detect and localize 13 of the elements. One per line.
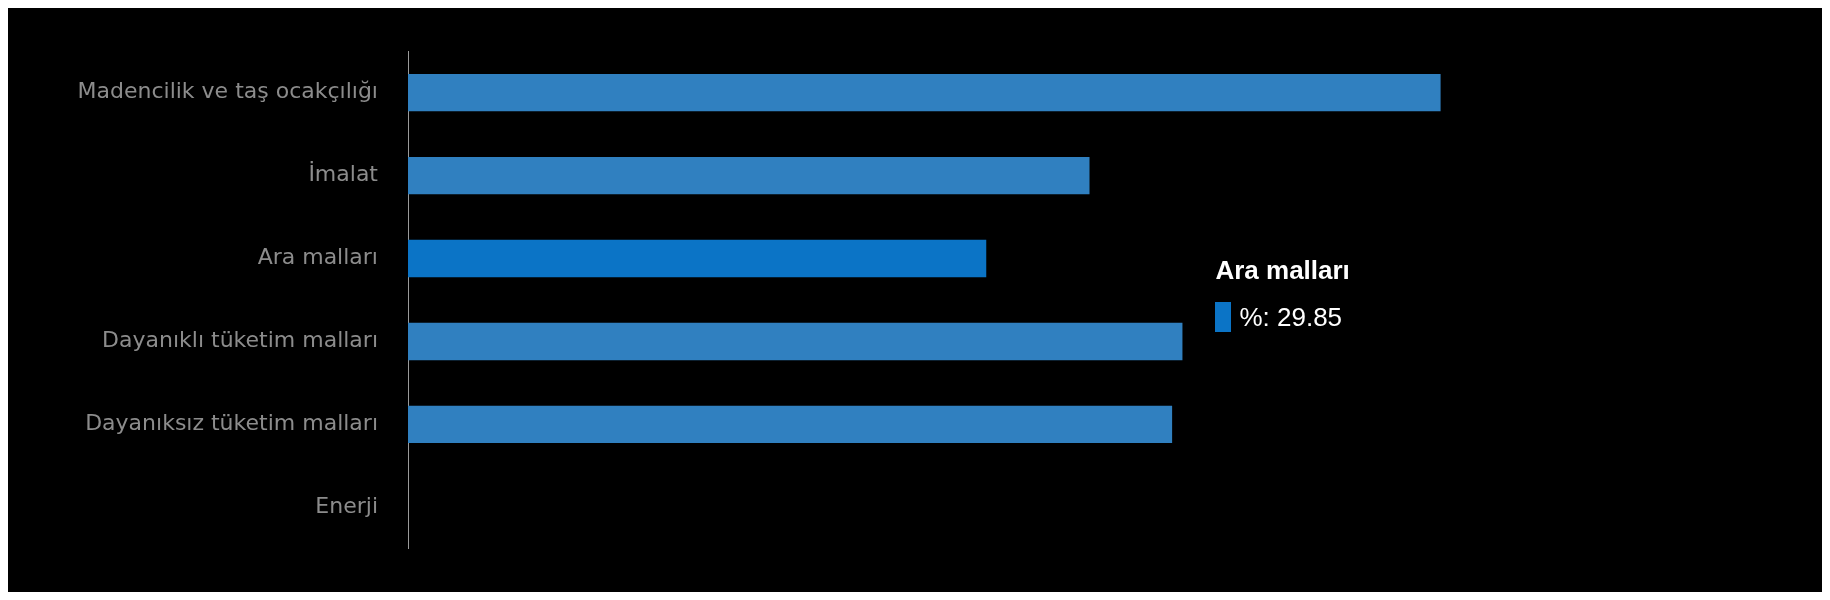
bar — [408, 405, 1173, 444]
bar — [408, 156, 1090, 195]
bar — [408, 322, 1183, 361]
bar — [408, 239, 987, 278]
y-tick-label: Dayanıklı tüketim malları — [102, 327, 378, 353]
annotation: Ara malları — [1215, 254, 1350, 286]
y-tick-label: Enerji — [315, 493, 378, 519]
bar — [408, 74, 1441, 112]
annotation: %: 29.85 — [1239, 301, 1343, 333]
y-tick-label: Dayanıksız tüketim malları — [85, 410, 378, 436]
y-tick-label: Madencilik ve taş ocakçılığı — [77, 78, 378, 104]
y-tick-label: İmalat — [308, 161, 379, 187]
y-tick-label: Ara malları — [257, 244, 378, 270]
